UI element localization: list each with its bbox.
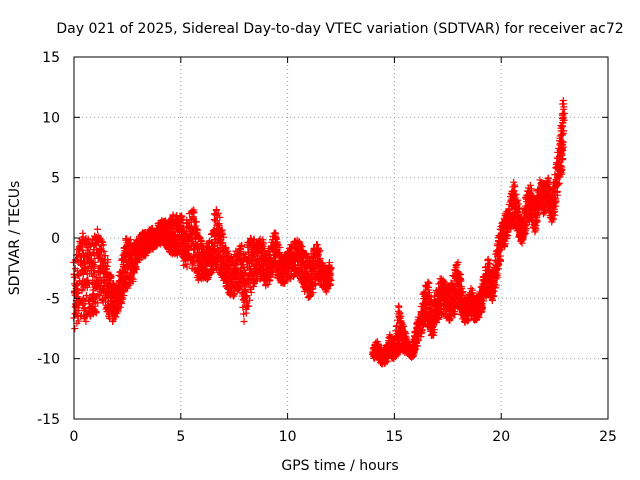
x-axis-label: GPS time / hours	[281, 458, 398, 474]
x-tick-label: 20	[492, 429, 510, 445]
data-point	[104, 258, 112, 266]
data-point	[71, 325, 79, 333]
data-point	[103, 262, 111, 270]
data-point	[129, 275, 137, 283]
data-point	[240, 263, 248, 271]
data-point	[132, 265, 140, 273]
data-point	[269, 268, 277, 276]
data-point	[216, 213, 224, 221]
data-point	[276, 244, 284, 252]
data-point	[189, 214, 197, 222]
data-point	[89, 249, 97, 257]
data-point	[219, 239, 227, 247]
data-point	[177, 212, 185, 220]
data-point	[559, 97, 567, 105]
data-point	[246, 296, 254, 304]
data-point	[229, 287, 237, 295]
data-point	[531, 228, 539, 236]
data-point	[111, 313, 119, 321]
y-tick-label: 5	[51, 171, 60, 187]
data-point	[240, 317, 248, 325]
data-point	[193, 227, 201, 235]
data-point	[91, 308, 99, 316]
data-point	[220, 233, 228, 241]
data-point	[214, 209, 222, 217]
data-point	[107, 273, 115, 281]
data-point	[264, 280, 272, 288]
data-point	[128, 274, 136, 282]
data-point	[92, 309, 100, 317]
chart-title: Day 021 of 2025, Sidereal Day-to-day VTE…	[56, 21, 623, 37]
data-point	[183, 263, 191, 271]
data-points	[69, 97, 568, 368]
y-tick-labels: -15 -10 -5 0 5 10 15	[37, 50, 60, 428]
data-point	[230, 290, 238, 298]
y-tick-label: 15	[42, 50, 60, 66]
y-tick-label: 0	[51, 231, 60, 247]
data-point	[297, 241, 305, 249]
data-point	[192, 218, 200, 226]
data-point	[100, 247, 108, 255]
y-tick-label: -5	[46, 291, 60, 307]
data-point	[212, 256, 220, 264]
data-point	[236, 251, 244, 259]
data-point	[91, 258, 99, 266]
x-tick-label: 5	[176, 429, 185, 445]
x-tick-labels: 0 5 10 15 20 25	[70, 429, 617, 445]
data-point	[190, 206, 198, 214]
data-point	[245, 302, 253, 310]
data-point	[82, 239, 90, 247]
data-point	[87, 255, 95, 263]
data-point	[247, 288, 255, 296]
data-point	[122, 265, 130, 273]
x-tick-label: 0	[70, 429, 79, 445]
data-point	[197, 236, 205, 244]
data-point	[238, 243, 246, 251]
y-axis-label: SDTVAR / TECUs	[7, 181, 23, 296]
data-point	[102, 262, 110, 270]
data-point	[93, 225, 101, 233]
data-point	[484, 255, 492, 263]
data-point	[116, 303, 124, 311]
data-point	[126, 236, 134, 244]
data-point	[167, 230, 175, 238]
y-tick-label: -15	[37, 412, 60, 428]
x-tick-label: 10	[279, 429, 297, 445]
data-point	[75, 317, 83, 325]
data-point	[92, 294, 100, 302]
data-point	[77, 258, 85, 266]
data-point	[83, 284, 91, 292]
data-point	[78, 243, 86, 251]
data-point	[259, 240, 267, 248]
x-tick-label: 25	[599, 429, 617, 445]
data-point	[90, 252, 98, 260]
data-point	[89, 267, 97, 275]
y-tick-label: 10	[42, 110, 60, 126]
data-point	[94, 299, 102, 307]
data-point	[242, 309, 250, 317]
data-point	[78, 287, 86, 295]
data-point	[82, 291, 90, 299]
data-point	[101, 252, 109, 260]
data-point	[123, 268, 131, 276]
data-point	[206, 270, 214, 278]
data-point	[82, 318, 90, 326]
data-point	[395, 303, 403, 311]
data-point	[467, 284, 475, 292]
data-point	[178, 215, 186, 223]
data-point	[281, 279, 289, 287]
data-point	[196, 233, 204, 241]
y-tick-label: -10	[37, 352, 60, 368]
x-tick-label: 15	[385, 429, 403, 445]
data-point	[99, 241, 107, 249]
